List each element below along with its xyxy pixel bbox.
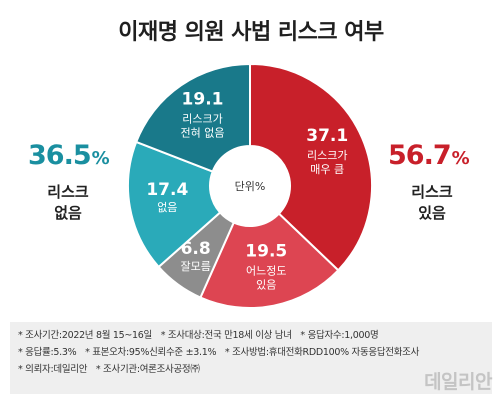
notes-row-2: * 응답률:5.3% * 표본오차:95%신뢰수준 ±3.1% * 조사방법:휴… (18, 344, 484, 361)
no-risk-total: 36.5% (28, 140, 110, 171)
risk-label: 리스크 있음 (392, 182, 472, 224)
notes-row-1: * 조사기간:2022년 8월 15~16일 * 조사대상:전국 만18세 이상… (18, 327, 484, 344)
note-response-rate: * 응답률:5.3% (18, 347, 77, 358)
slice-label-line2-1: 있음 (256, 278, 276, 291)
slice-label-line2-4: 전혀 없음 (181, 127, 225, 140)
note-survey-target: * 조사대상:전국 만18세 이상 남녀 (160, 330, 292, 341)
center-unit-label: 단위% (235, 180, 266, 193)
slice-value-1: 19.5 (245, 241, 287, 261)
slice-value-3: 17.4 (146, 180, 188, 200)
risk-label-line1: 리스크 (411, 183, 453, 201)
risk-label-line2: 있음 (418, 204, 446, 222)
risk-total-unit: % (451, 148, 470, 169)
no-risk-label: 리스크 없음 (28, 182, 108, 224)
note-client: * 의뢰자:데일리안 (18, 364, 88, 375)
slice-label-line2-0: 매우 큼 (310, 163, 344, 176)
note-agency: * 조사기관:여론조사공정㈜ (95, 364, 200, 375)
pie-slice-1 (199, 212, 340, 309)
slice-label-2: 잘모름 (180, 260, 210, 273)
slice-label-0: 리스크가 (307, 149, 347, 162)
note-survey-method: * 조사방법:휴대전화RDD100% 자동응답전화조사 (224, 347, 420, 358)
pie-slice-0 (249, 62, 373, 272)
slice-label-4: 리스크가 (182, 113, 222, 126)
notes-row-3: * 의뢰자:데일리안 * 조사기관:여론조사공정㈜ (18, 361, 484, 378)
risk-total: 56.7% (388, 140, 470, 171)
no-risk-label-line1: 리스크 (47, 183, 89, 201)
slice-value-2: 6.8 (181, 239, 211, 259)
risk-total-value: 56.7 (388, 140, 452, 171)
note-margin-of-error: * 표본오차:95%신뢰수준 ±3.1% (85, 347, 217, 358)
pie-slice-4 (134, 62, 251, 173)
slice-label-3: 없음 (157, 201, 177, 214)
no-risk-label-line2: 없음 (54, 204, 82, 222)
slice-value-0: 37.1 (306, 126, 348, 146)
no-risk-total-unit: % (91, 148, 110, 169)
slice-label-1: 어느정도 (246, 264, 286, 277)
slice-value-4: 19.1 (182, 90, 224, 110)
note-respondents: * 응답자수:1,000명 (300, 330, 379, 341)
chart-title: 이재명 의원 사법 리스크 여부 (118, 20, 384, 45)
pie-slice-3 (127, 140, 222, 269)
watermark-logo: 데일리안 (424, 371, 492, 393)
survey-notes: * 조사기간:2022년 8월 15~16일 * 조사대상:전국 만18세 이상… (10, 322, 492, 394)
no-risk-total-value: 36.5 (28, 140, 92, 171)
note-survey-period: * 조사기간:2022년 8월 15~16일 (18, 330, 152, 341)
